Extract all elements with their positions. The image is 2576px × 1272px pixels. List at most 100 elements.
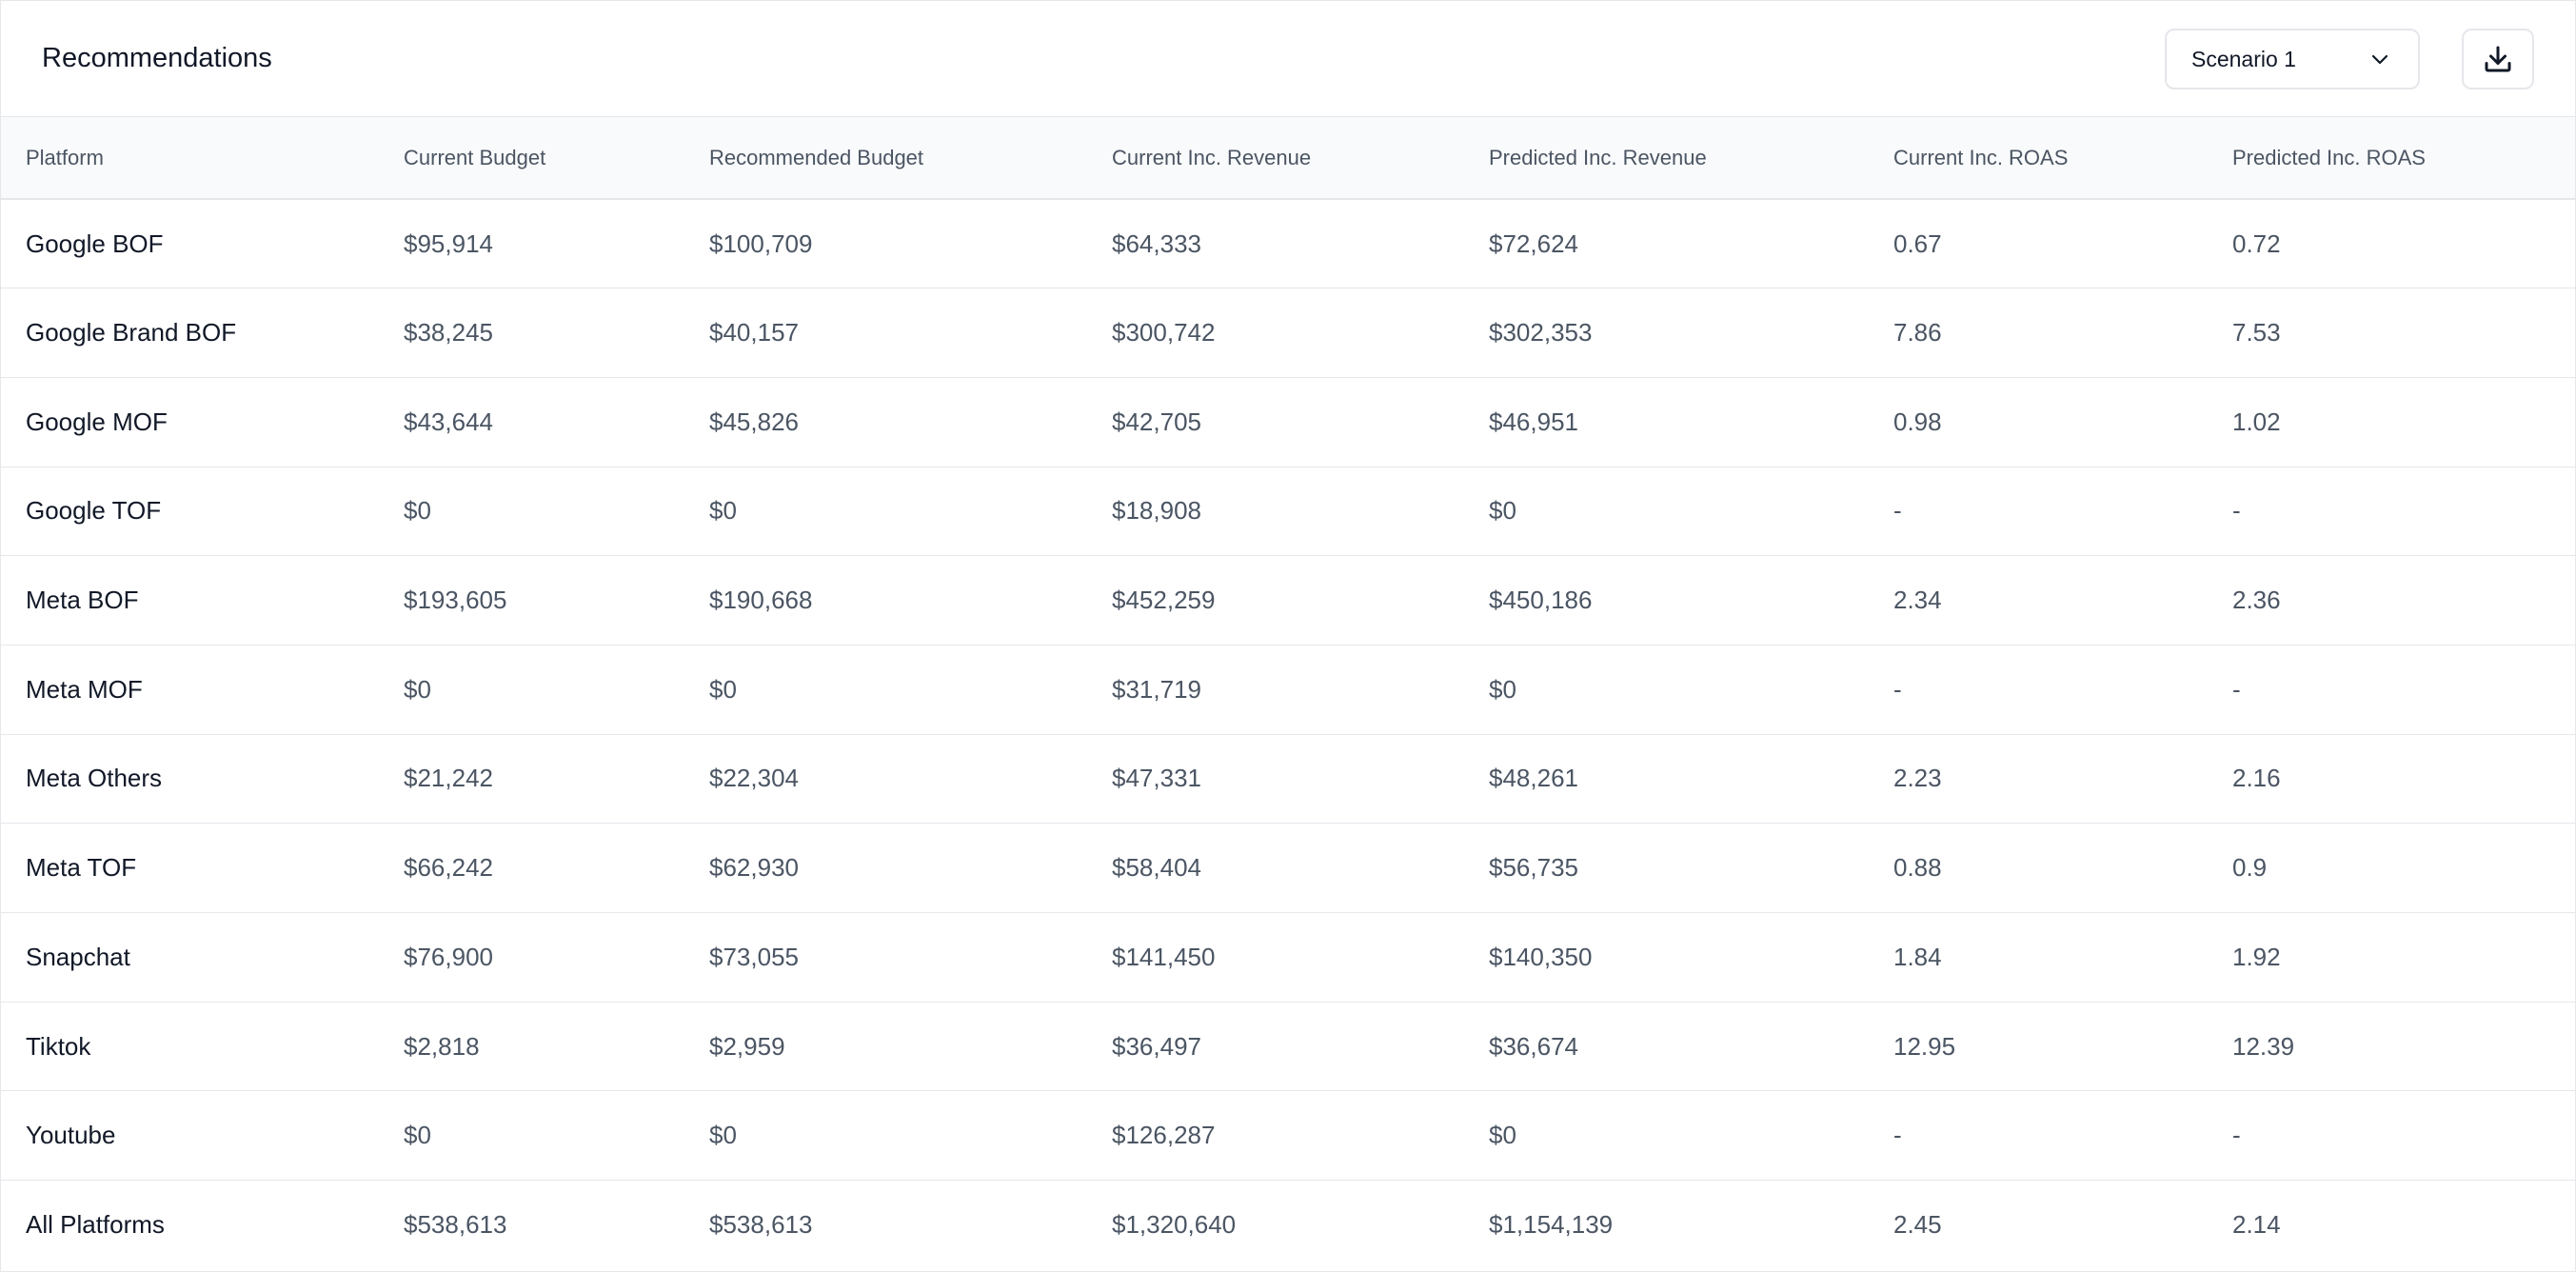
predicted-inc-roas-cell: 2.14: [2232, 1210, 2281, 1240]
platform-cell: Google Brand BOF: [26, 318, 237, 348]
current-inc-roas-cell: 2.23: [1893, 764, 1942, 793]
table-header-row: Platform Current Budget Recommended Budg…: [1, 117, 2575, 199]
current-inc-revenue-cell: $58,404: [1112, 853, 1201, 883]
current-inc-revenue-cell: $36,497: [1112, 1031, 1201, 1061]
current-inc-roas-cell: 2.45: [1893, 1210, 1942, 1240]
recommended-budget-cell: $2,959: [709, 1031, 785, 1061]
scenario-select-value: Scenario 1: [2191, 46, 2296, 71]
platform-cell: Google MOF: [26, 407, 168, 436]
predicted-inc-revenue-cell: $0: [1489, 496, 1516, 526]
recommended-budget-cell: $538,613: [709, 1210, 813, 1240]
table-row: Youtube $0 $0 $126,287 $0 - -: [1, 1091, 2575, 1181]
table-row: Google Brand BOF $38,245 $40,157 $300,742 $3…: [1, 288, 2575, 378]
predicted-inc-roas-cell: 1.92: [2232, 942, 2281, 971]
download-button[interactable]: [2462, 29, 2534, 89]
current-inc-roas-cell: 1.84: [1893, 942, 1942, 971]
page-title: Recommendations: [42, 43, 272, 73]
recommended-budget-cell: $100,709: [709, 229, 813, 258]
table-row: Google MOF $43,644 $45,826 $42,705 $46,951 0.…: [1, 377, 2575, 467]
platform-cell: Google TOF: [26, 496, 162, 526]
column-header-predicted-inc-revenue: Predicted Inc. Revenue: [1489, 145, 1707, 169]
platform-cell: All Platforms: [26, 1210, 165, 1240]
platform-cell: Meta Others: [26, 764, 163, 793]
predicted-inc-revenue-cell: $302,353: [1489, 318, 1593, 348]
current-budget-cell: $95,914: [404, 229, 493, 258]
predicted-inc-revenue-cell: $140,350: [1489, 942, 1593, 971]
table-row: Meta MOF $0 $0 $31,719 $0 - -: [1, 645, 2575, 735]
predicted-inc-roas-cell: 1.02: [2232, 407, 2281, 436]
predicted-inc-revenue-cell: $0: [1489, 674, 1516, 704]
platform-cell: Youtube: [26, 1121, 116, 1150]
predicted-inc-roas-cell: 0.72: [2232, 229, 2281, 258]
predicted-inc-roas-cell: 7.53: [2232, 318, 2281, 348]
predicted-inc-revenue-cell: $1,154,139: [1489, 1210, 1614, 1240]
column-header-current-inc-roas: Current Inc. ROAS: [1893, 145, 2069, 169]
current-inc-roas-cell: 2.34: [1893, 586, 1942, 615]
recommended-budget-cell: $190,668: [709, 586, 813, 615]
current-inc-revenue-cell: $42,705: [1112, 407, 1201, 436]
current-budget-cell: $0: [404, 1121, 431, 1150]
predicted-inc-roas-cell: -: [2232, 674, 2241, 704]
current-inc-revenue-cell: $18,908: [1112, 496, 1201, 526]
current-inc-revenue-cell: $1,320,640: [1112, 1210, 1237, 1240]
recommended-budget-cell: $0: [709, 496, 737, 526]
current-budget-cell: $0: [404, 674, 431, 704]
predicted-inc-revenue-cell: $48,261: [1489, 764, 1578, 793]
current-inc-revenue-cell: $31,719: [1112, 674, 1201, 704]
predicted-inc-roas-cell: -: [2232, 496, 2241, 526]
current-inc-revenue-cell: $452,259: [1112, 586, 1216, 615]
platform-cell: Snapchat: [26, 942, 130, 971]
current-inc-roas-cell: 7.86: [1893, 318, 1942, 348]
download-icon: [2481, 42, 2515, 76]
current-inc-revenue-cell: $64,333: [1112, 229, 1201, 258]
current-budget-cell: $0: [404, 496, 431, 526]
scenario-select[interactable]: Scenario 1: [2165, 29, 2420, 89]
table-row: Meta Others $21,242 $22,304 $47,331 $48,261 2…: [1, 734, 2575, 824]
recommended-budget-cell: $73,055: [709, 942, 799, 971]
current-budget-cell: $38,245: [404, 318, 493, 348]
current-inc-revenue-cell: $47,331: [1112, 764, 1201, 793]
current-inc-roas-cell: 12.95: [1893, 1031, 1956, 1061]
platform-cell: Meta BOF: [26, 586, 139, 615]
platform-cell: Tiktok: [26, 1031, 91, 1061]
recommended-budget-cell: $0: [709, 674, 737, 704]
predicted-inc-roas-cell: 0.9: [2232, 853, 2268, 883]
table-row: Tiktok $2,818 $2,959 $36,497 $36,674 12.95 12.…: [1, 1002, 2575, 1091]
current-inc-revenue-cell: $126,287: [1112, 1121, 1216, 1150]
current-budget-cell: $193,605: [404, 586, 507, 615]
current-inc-roas-cell: 0.98: [1893, 407, 1942, 436]
current-inc-revenue-cell: $300,742: [1112, 318, 1216, 348]
table-row: Google TOF $0 $0 $18,908 $0 - -: [1, 467, 2575, 556]
current-inc-roas-cell: 0.67: [1893, 229, 1942, 258]
predicted-inc-revenue-cell: $56,735: [1489, 853, 1578, 883]
table-row: Google BOF $95,914 $100,709 $64,333 $72,624 0…: [1, 199, 2575, 288]
recommendations-table: Platform Current Budget Recommended Budg…: [1, 117, 2575, 1269]
current-inc-roas-cell: 0.88: [1893, 853, 1942, 883]
platform-cell: Meta MOF: [26, 674, 143, 704]
current-inc-roas-cell: -: [1893, 1121, 1902, 1150]
table-row: Meta TOF $66,242 $62,930 $58,404 $56,735 0.88…: [1, 824, 2575, 913]
chevron-down-icon: [2367, 46, 2393, 72]
current-budget-cell: $21,242: [404, 764, 493, 793]
table-row: Meta BOF $193,605 $190,668 $452,259 $450,186…: [1, 556, 2575, 646]
column-header-current-budget: Current Budget: [404, 145, 546, 169]
current-budget-cell: $2,818: [404, 1031, 480, 1061]
predicted-inc-roas-cell: 2.36: [2232, 586, 2281, 615]
platform-cell: Google BOF: [26, 229, 164, 258]
table-body: Google BOF $95,914 $100,709 $64,333 $72,624 0…: [1, 199, 2575, 1269]
current-budget-cell: $76,900: [404, 942, 493, 971]
current-budget-cell: $66,242: [404, 853, 493, 883]
card-header: Recommendations Scenario 1: [1, 1, 2575, 117]
current-inc-roas-cell: -: [1893, 496, 1902, 526]
predicted-inc-revenue-cell: $72,624: [1489, 229, 1578, 258]
column-header-recommended-budget: Recommended Budget: [709, 145, 924, 169]
predicted-inc-revenue-cell: $36,674: [1489, 1031, 1578, 1061]
current-inc-revenue-cell: $141,450: [1112, 942, 1216, 971]
column-header-predicted-inc-roas: Predicted Inc. ROAS: [2232, 145, 2426, 169]
table-row: Snapchat $76,900 $73,055 $141,450 $140,350 1.…: [1, 913, 2575, 1003]
current-inc-roas-cell: -: [1893, 674, 1902, 704]
column-header-current-inc-revenue: Current Inc. Revenue: [1112, 145, 1312, 169]
platform-cell: Meta TOF: [26, 853, 137, 883]
table-total-row: All Platforms $538,613 $538,613 $1,320,640 $…: [1, 1181, 2575, 1270]
